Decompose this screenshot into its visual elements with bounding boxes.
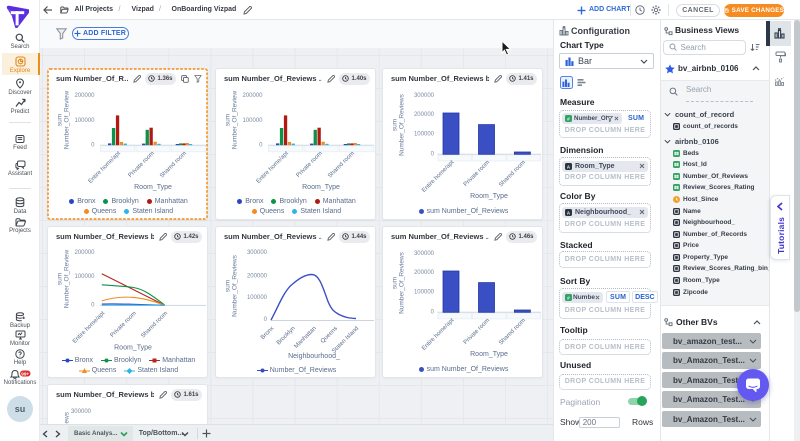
svg-text:Number_Of_Review: Number_Of_Review: [64, 90, 71, 149]
svg-text:#: #: [567, 116, 570, 122]
svg-text:Entire home/apt: Entire home/apt: [421, 159, 455, 193]
svg-text:A: A: [567, 210, 571, 215]
svg-text:sum: sum: [392, 119, 399, 131]
svg-text:Shared room: Shared room: [498, 160, 527, 189]
svg-text:Neighbourhood_: Neighbourhood_: [288, 353, 340, 360]
svg-text:200000: 200000: [74, 93, 95, 99]
svg-text:Number_Of_Reviews: Number_Of_Reviews: [399, 93, 406, 156]
svg-text:Brooklyn: Brooklyn: [276, 326, 297, 347]
svg-text:Bronx: Bronx: [260, 326, 275, 341]
svg-text:sum: sum: [57, 273, 64, 285]
svg-text:100000: 100000: [74, 118, 95, 124]
svg-text:Entire home/apt: Entire home/apt: [72, 310, 106, 344]
svg-text:200000: 200000: [74, 250, 95, 256]
svg-text:Room_Type: Room_Type: [470, 193, 508, 200]
svg-text:Number_Of_Review: Number_Of_Review: [64, 249, 71, 308]
svg-text:Private room: Private room: [463, 160, 491, 188]
svg-text:99+: 99+: [21, 371, 29, 376]
svg-text:A: A: [567, 164, 571, 169]
svg-text:0: 0: [264, 317, 268, 323]
svg-text:100000: 100000: [74, 274, 95, 280]
svg-text:300000: 300000: [414, 93, 435, 99]
svg-text:100000: 100000: [414, 132, 435, 138]
svg-text:100000: 100000: [247, 295, 268, 301]
svg-text:sum: sum: [57, 114, 64, 126]
svg-text:0: 0: [91, 142, 95, 148]
svg-text:200000: 200000: [414, 112, 435, 118]
svg-text:Number_Of_Reviews: Number_Of_Reviews: [232, 254, 239, 317]
svg-text:Room_Type: Room_Type: [134, 184, 172, 191]
svg-text:0: 0: [431, 152, 435, 158]
svg-text:Queens: Queens: [320, 326, 339, 345]
svg-text:Manhattan: Manhattan: [294, 326, 318, 350]
svg-text:sum: sum: [225, 280, 232, 292]
svg-text:iews: iews: [64, 411, 71, 424]
svg-text:Private room: Private room: [110, 311, 138, 339]
svg-text:Room_Type: Room_Type: [114, 345, 152, 352]
svg-text:0: 0: [91, 302, 95, 308]
svg-text:#: #: [567, 295, 570, 301]
svg-text:300000: 300000: [247, 250, 268, 256]
svg-text:Shared room: Shared room: [140, 311, 169, 340]
svg-text:300000: 300000: [71, 409, 92, 415]
svg-text:200000: 200000: [247, 274, 268, 280]
